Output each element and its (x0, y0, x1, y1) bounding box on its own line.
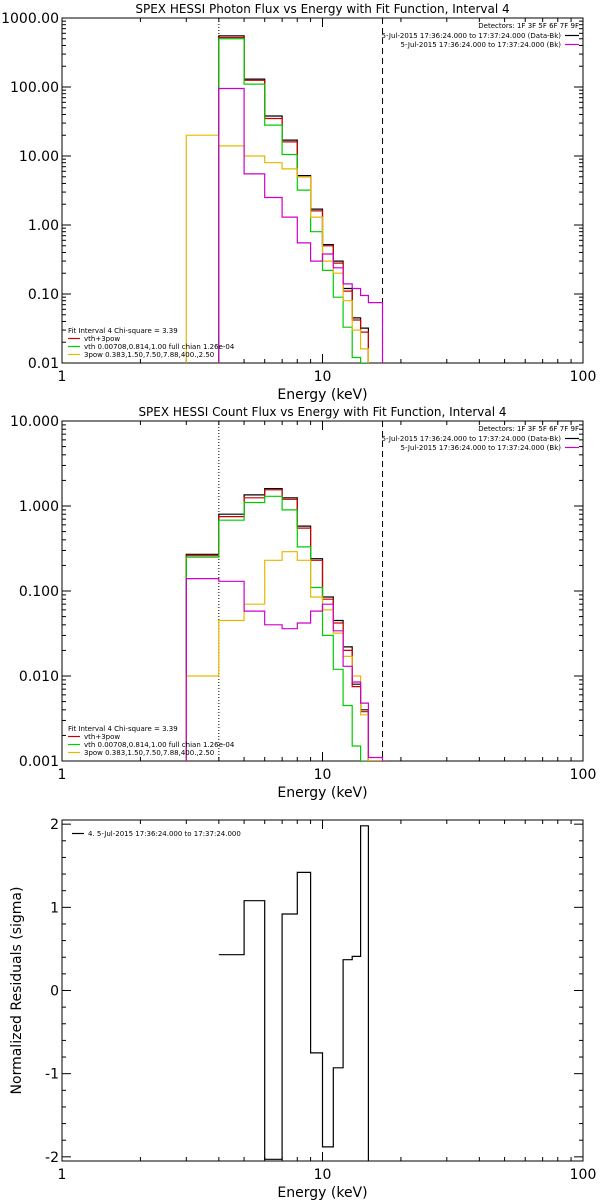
legend-fit-header: Fit Interval 4 Chi-square = 3.39 (68, 725, 178, 733)
y-tick-label: -2 (45, 1150, 59, 1166)
legend-entry-label: 5-Jul-2015 17:36:24.000 to 17:37:24.000 … (382, 435, 562, 443)
y-tick-label: 1.000 (19, 499, 59, 515)
series-2-line (218, 38, 369, 363)
chart-title: SPEX HESSI Count Flux vs Energy with Fit… (138, 405, 506, 419)
chart-count: SPEX HESSI Count Flux vs Energy with Fit… (10, 405, 596, 801)
series-2-line (185, 495, 369, 761)
y-tick-label: 0.010 (19, 669, 59, 685)
legend-entry-label: 4. 5-Jul-2015 17:36:24.000 to 17:37:24.0… (88, 830, 241, 838)
plot-frame (61, 17, 584, 364)
legend-entry-label: 5-Jul-2015 17:36:24.000 to 17:37:24.000 … (401, 41, 562, 49)
series-0-line (185, 488, 383, 761)
x-tick-label: 100 (570, 369, 597, 385)
y-tick-label: 1000.00 (1, 11, 59, 27)
chart-title: SPEX HESSI Photon Flux vs Energy with Fi… (135, 2, 509, 16)
x-tick-label: 100 (570, 767, 597, 783)
y-tick-label: 0.10 (28, 287, 59, 303)
y-tick-label: 2 (50, 817, 59, 833)
y-tick-label: 0.01 (28, 356, 59, 372)
legend-detectors: Detectors: 1F 3F 5F 6F 7F 9F (478, 22, 579, 30)
y-tick-label: 0.001 (19, 754, 59, 770)
data-series-group (185, 488, 389, 761)
y-tick-label: 0.100 (19, 584, 59, 600)
y-tick-label: 100.00 (10, 80, 59, 96)
series-0-line (218, 825, 369, 1161)
legend-entry-label: vth 0.00708,0.814,1.00 full chian 1.26e-… (84, 343, 235, 351)
chart-photon: SPEX HESSI Photon Flux vs Energy with Fi… (1, 2, 596, 403)
x-tick-label: 10 (314, 369, 332, 385)
upper-legend: Detectors: 1F 3F 5F 6F 7F 9F 5-Jul-2015 1… (382, 22, 579, 49)
x-tick-label: 1 (58, 369, 67, 385)
series-4-line (185, 578, 384, 761)
legend-entry-label: vth 0.00708,0.814,1.00 full chian 1.26e-… (84, 741, 235, 749)
series-1-line (218, 37, 369, 363)
legend-entry-label: 5-Jul-2015 17:36:24.000 to 17:37:24.000 … (401, 444, 562, 452)
upper-legend: Detectors: 1F 3F 5F 6F 7F 9F 5-Jul-2015 1… (382, 425, 579, 452)
y-tick-label: -1 (45, 1067, 59, 1083)
series-4-line (218, 87, 384, 363)
y-tick-label: 1.00 (28, 218, 59, 234)
legend-fit-header: Fit Interval 4 Chi-square = 3.39 (68, 327, 178, 335)
x-axis-label: Energy (keV) (277, 785, 367, 801)
lower-legend: Fit Interval 4 Chi-square = 3.39vth+3pow… (68, 725, 235, 757)
x-tick-label: 10 (314, 1167, 332, 1183)
residuals-legend: 4. 5-Jul-2015 17:36:24.000 to 17:37:24.0… (72, 830, 241, 838)
legend-entry-label: 3pow 0.383,1.50,7.50,7.88,400.,2.50 (84, 351, 214, 359)
y-tick-label: 10.00 (19, 149, 59, 165)
y-tick-label: 0 (50, 984, 59, 1000)
legend-entry-label: vth+3pow (84, 335, 120, 343)
legend-entry-label: vth+3pow (84, 733, 120, 741)
chart-residuals: 1 10 100 -2 -1 0 1 2 Energy (keV) Normalized Resi… (9, 817, 596, 1200)
y-tick-label: 10.000 (10, 414, 59, 430)
x-tick-label: 10 (314, 767, 332, 783)
data-series-group (218, 825, 369, 1161)
series-3-line (185, 551, 383, 761)
legend-detectors: Detectors: 1F 3F 5F 6F 7F 9F (478, 425, 579, 433)
series-0-line (218, 35, 369, 363)
x-tick-label: 1 (58, 767, 67, 783)
lower-legend: Fit Interval 4 Chi-square = 3.39vth+3pow… (68, 327, 235, 359)
data-series-group (185, 35, 384, 363)
legend-entry-label: 5-Jul-2015 17:36:24.000 to 17:37:24.000 … (382, 32, 562, 40)
x-tick-label: 1 (58, 1167, 67, 1183)
x-tick-label: 100 (570, 1167, 597, 1183)
y-axis-label: Normalized Residuals (sigma) (9, 887, 25, 1095)
legend-entry-label: 3pow 0.383,1.50,7.50,7.88,400.,2.50 (84, 749, 214, 757)
x-axis-label: Energy (keV) (277, 1185, 367, 1200)
y-tick-label: 1 (50, 900, 59, 916)
series-3-line (185, 134, 369, 363)
series-1-line (185, 489, 389, 761)
x-axis-label: Energy (keV) (277, 387, 367, 403)
